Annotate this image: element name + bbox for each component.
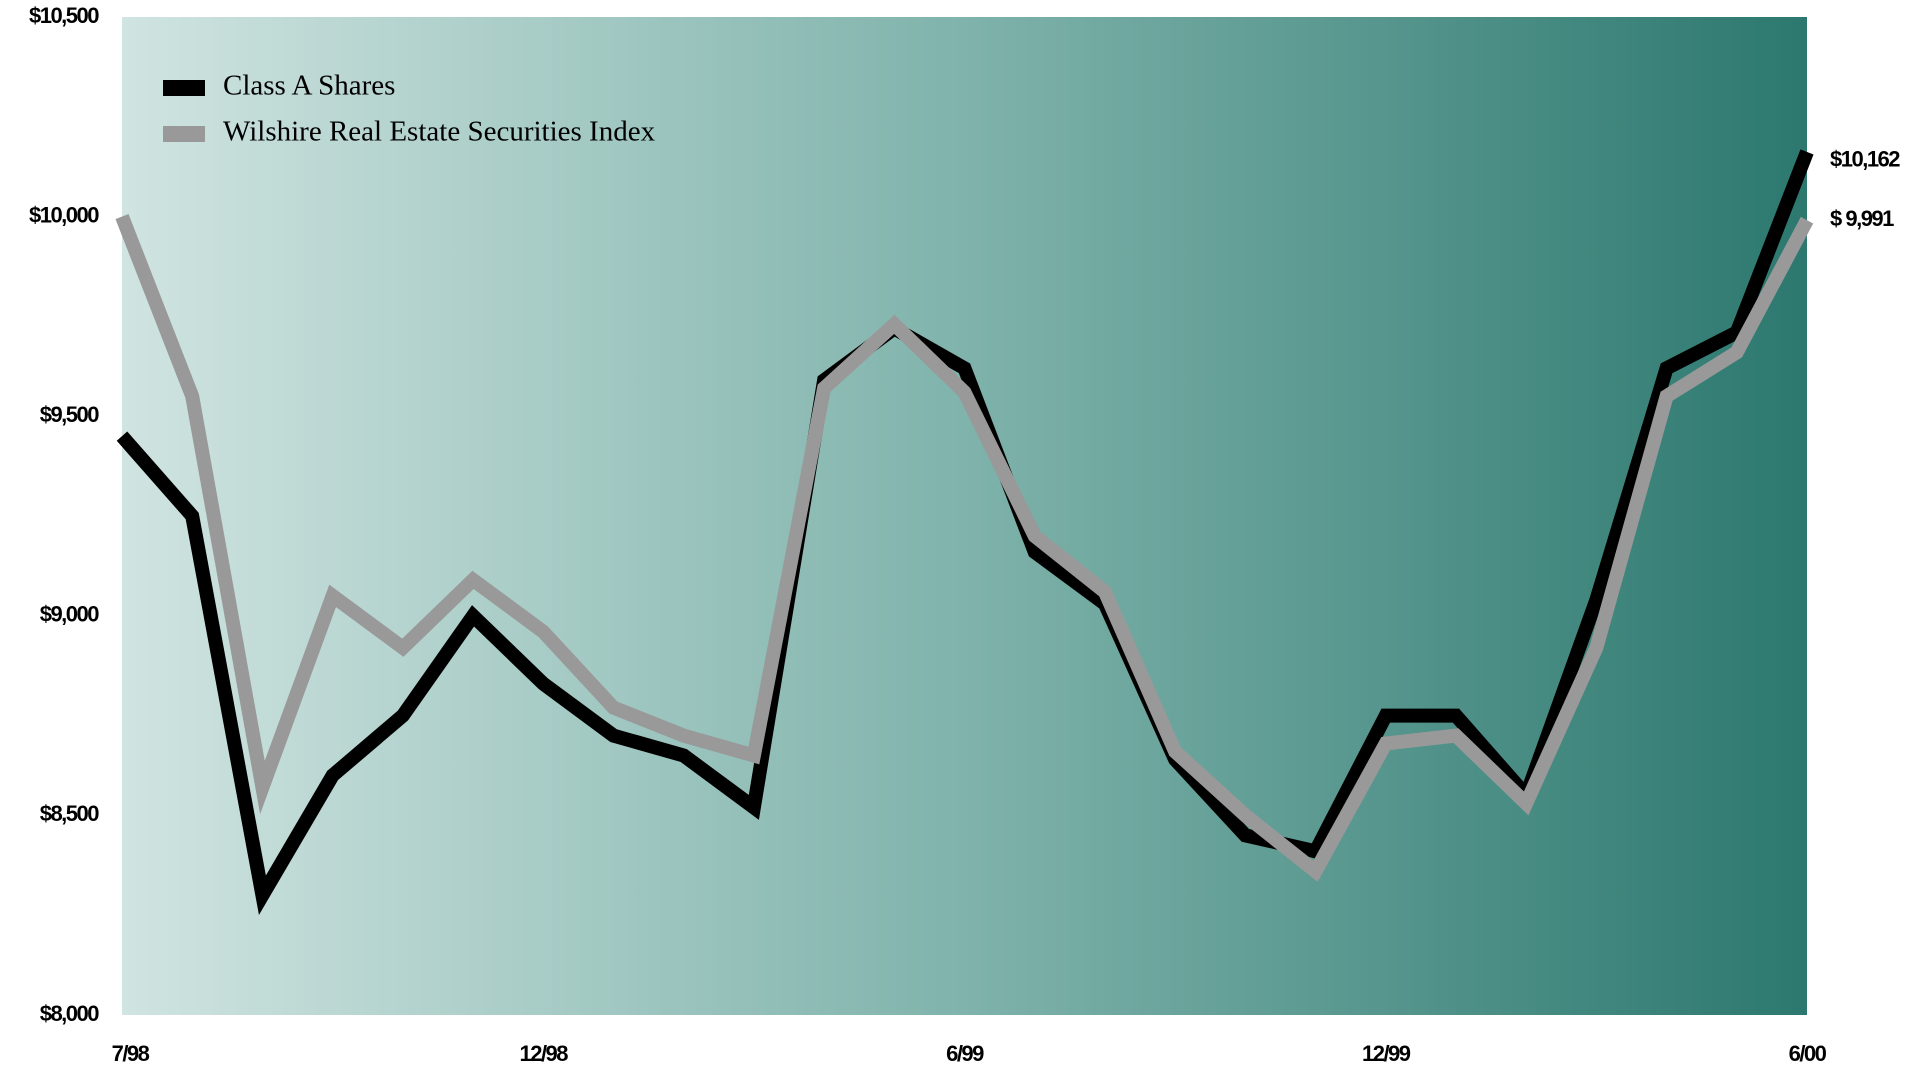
legend-swatch (163, 80, 205, 96)
y-tick-label: $9,000 (40, 602, 100, 627)
y-tick-label: $9,500 (40, 402, 100, 427)
y-tick-label: $10,500 (29, 3, 99, 28)
x-tick-label: 6/00 (1789, 1041, 1827, 1066)
y-tick-label: $10,000 (29, 202, 99, 227)
plot-area (122, 17, 1807, 1015)
end-value-label: $ 9,991 (1830, 206, 1894, 231)
x-tick-label: 12/98 (519, 1041, 568, 1066)
y-tick-label: $8,000 (40, 1001, 100, 1026)
series-line (115, 214, 1814, 882)
x-tick-label: 6/99 (946, 1041, 984, 1066)
x-tick-label: 7/98 (112, 1041, 150, 1066)
legend-label: Class A Shares (223, 70, 395, 102)
x-tick-label: 12/99 (1362, 1041, 1411, 1066)
end-value-label: $10,162 (1830, 147, 1900, 172)
y-tick-label: $8,500 (40, 801, 100, 826)
legend-label: Wilshire Real Estate Securities Index (223, 116, 656, 148)
legend-swatch (163, 126, 205, 142)
